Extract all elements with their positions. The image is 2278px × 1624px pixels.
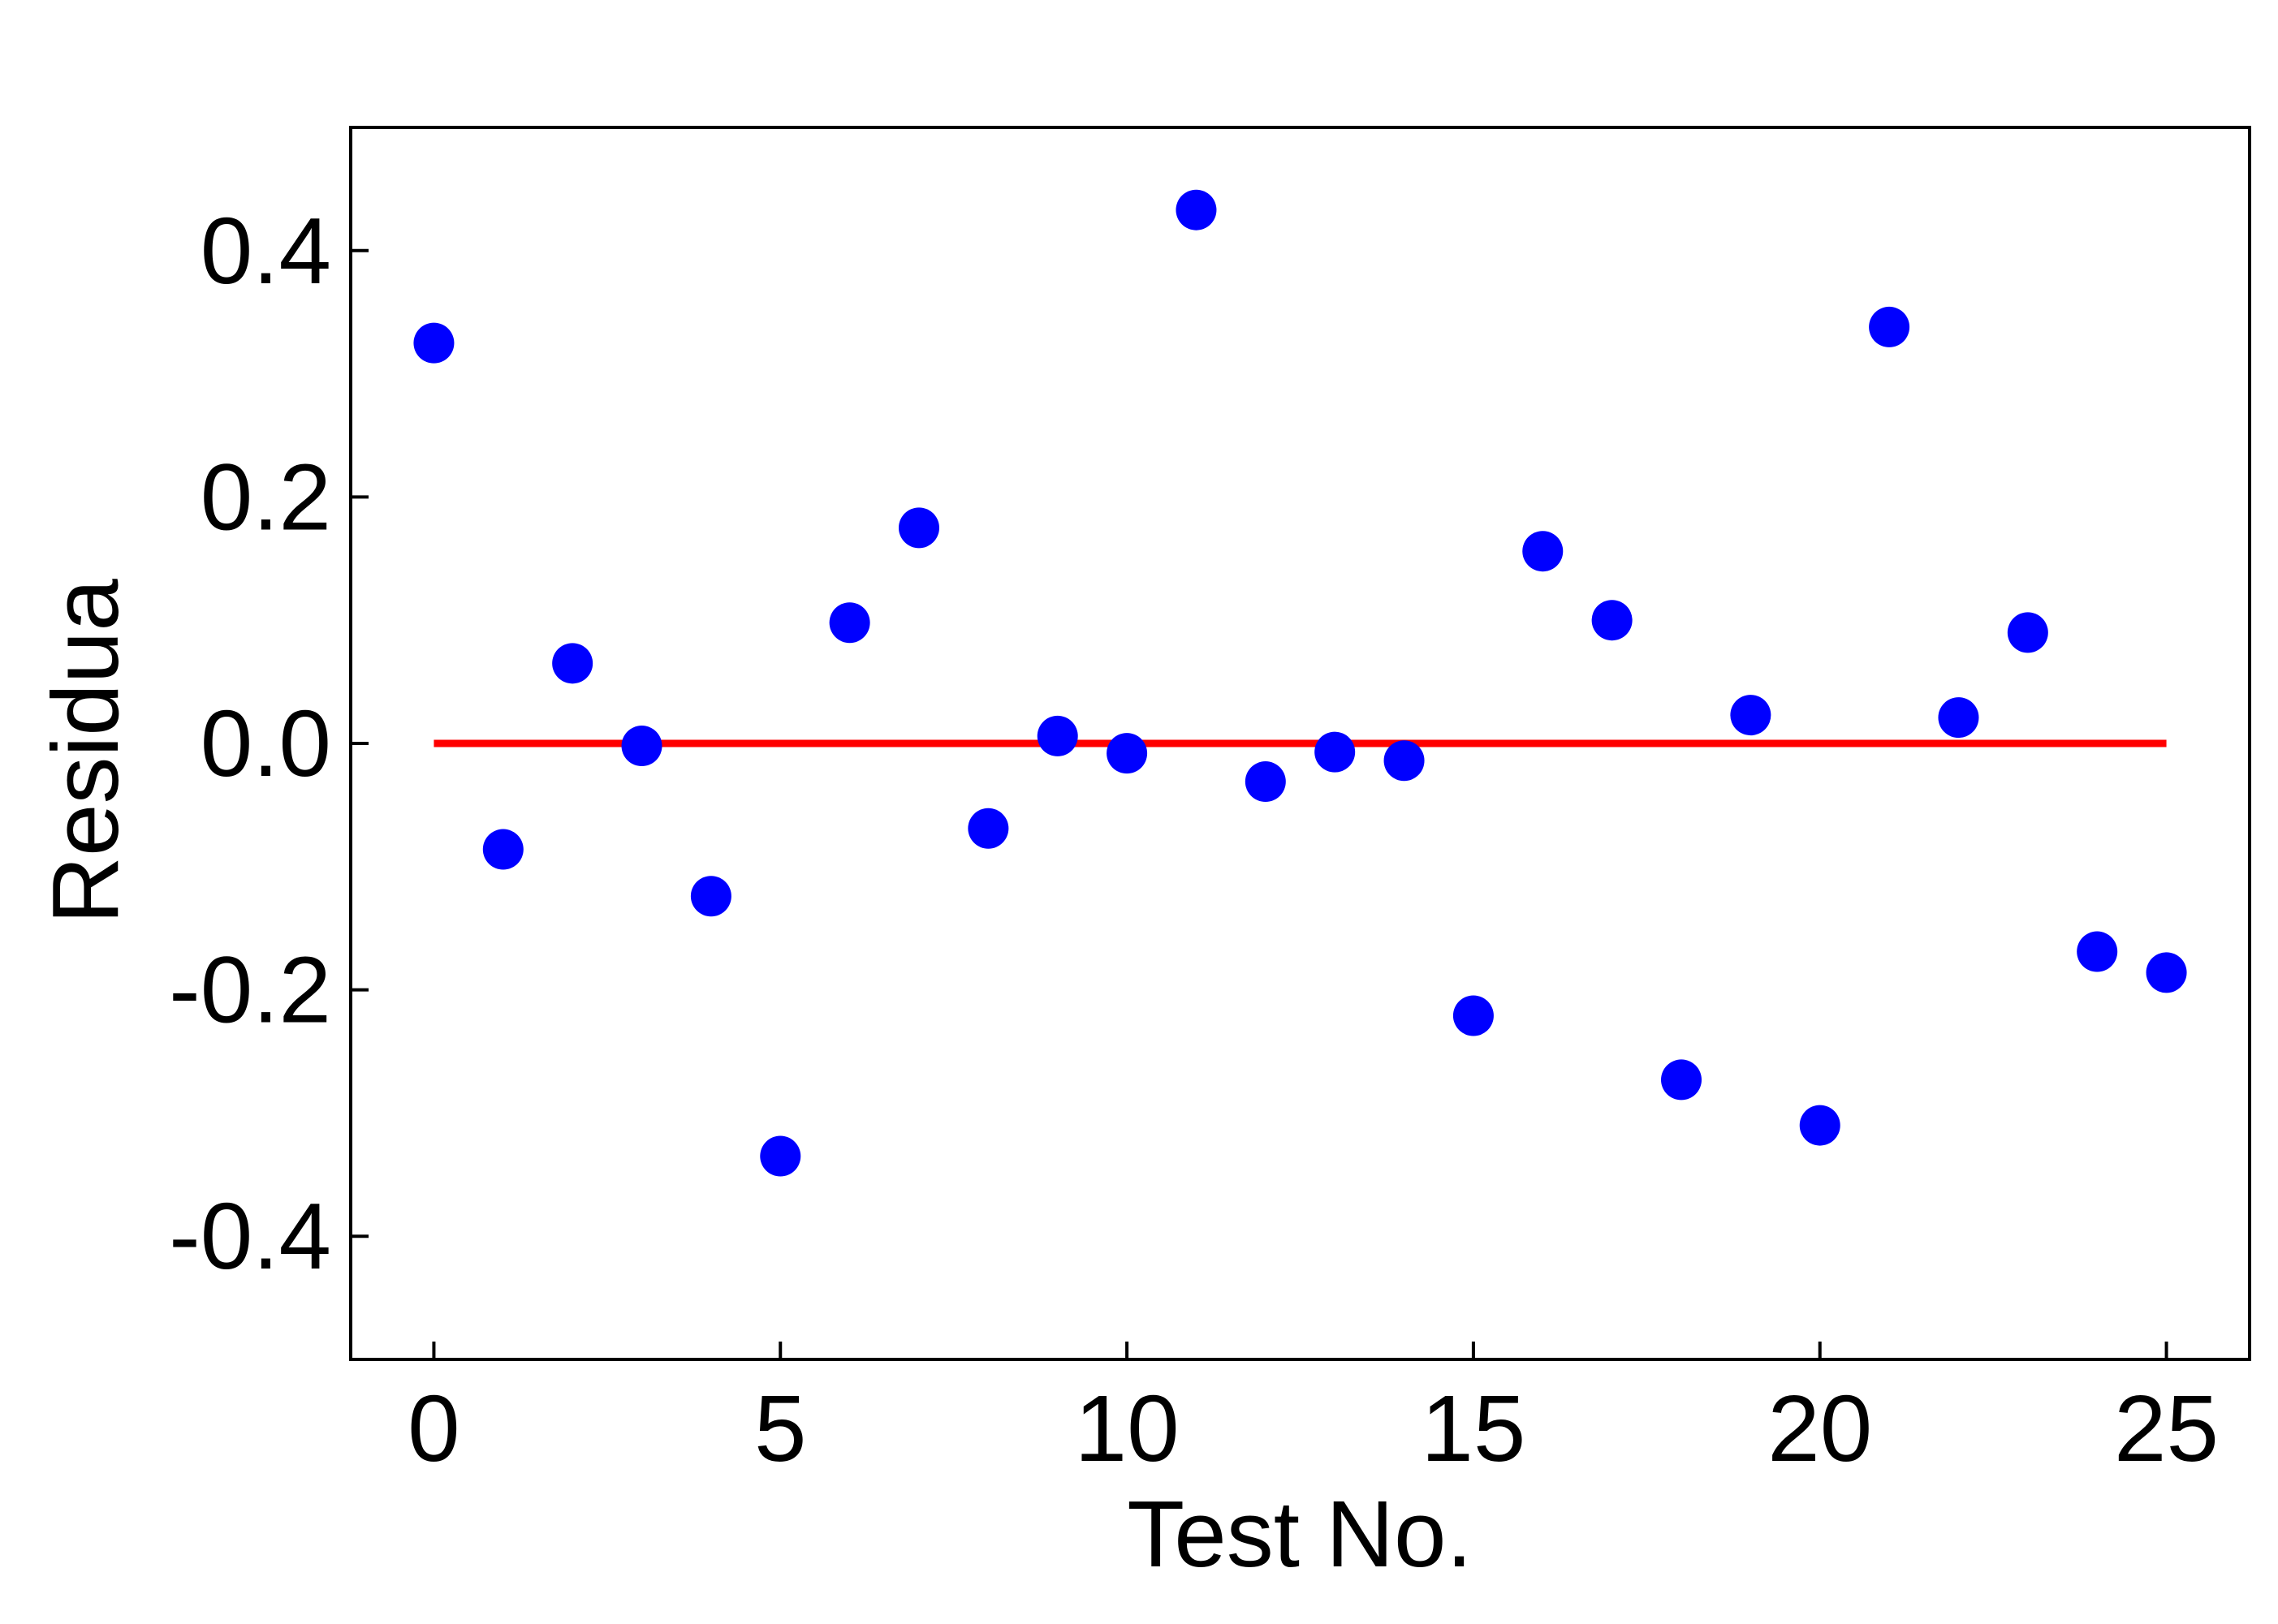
residual-point: [1799, 1105, 1840, 1146]
residual-point: [1661, 1059, 1702, 1101]
x-tick-label: 5: [754, 1376, 807, 1481]
residual-point: [1107, 733, 1148, 774]
x-tick-label: 0: [408, 1376, 460, 1481]
residual-point: [829, 602, 870, 644]
residual-point: [1314, 731, 1356, 773]
tick-marks: [351, 248, 2168, 1359]
residual-point: [760, 1135, 801, 1177]
y-tick-label: 0.4: [201, 198, 331, 304]
residual-point: [2077, 931, 2118, 972]
y-axis-label: Residua: [32, 579, 138, 924]
x-tick-label: 20: [1767, 1376, 1872, 1481]
residual-points: [413, 189, 2187, 1177]
residual-point: [1869, 306, 1910, 347]
residual-point: [2146, 952, 2187, 993]
residual-point: [1938, 697, 1979, 739]
y-tick-label: 0.0: [201, 691, 331, 796]
residual-point: [1730, 695, 1771, 736]
residual-point: [413, 322, 455, 364]
x-tick-label: 15: [1421, 1376, 1525, 1481]
residual-point: [1037, 715, 1078, 756]
residual-point: [482, 829, 524, 870]
plot-frame: [349, 126, 2251, 1361]
y-tick-label: -0.2: [169, 937, 331, 1043]
residual-point: [1176, 189, 1217, 230]
residual-point: [690, 876, 731, 917]
residual-point: [621, 726, 662, 767]
residual-point: [1522, 531, 1564, 572]
tick-labels: 0 5 10 15 20 25 0.4 0.2 0.0 -0.2 -0.4: [169, 198, 2219, 1481]
x-tick-label: 25: [2114, 1376, 2219, 1481]
y-tick-label: -0.4: [169, 1183, 331, 1289]
residual-point: [1591, 600, 1633, 641]
residual-point: [1452, 995, 1494, 1036]
y-tick-label: 0.2: [201, 444, 331, 549]
residual-point: [898, 507, 939, 549]
residual-point: [1245, 761, 1286, 803]
x-axis-label: Test No.: [1127, 1481, 1472, 1587]
residual-point: [1383, 740, 1425, 782]
residual-point: [968, 808, 1009, 849]
residual-point: [552, 643, 593, 684]
residual-point: [2007, 612, 2048, 653]
x-tick-label: 10: [1075, 1376, 1180, 1481]
